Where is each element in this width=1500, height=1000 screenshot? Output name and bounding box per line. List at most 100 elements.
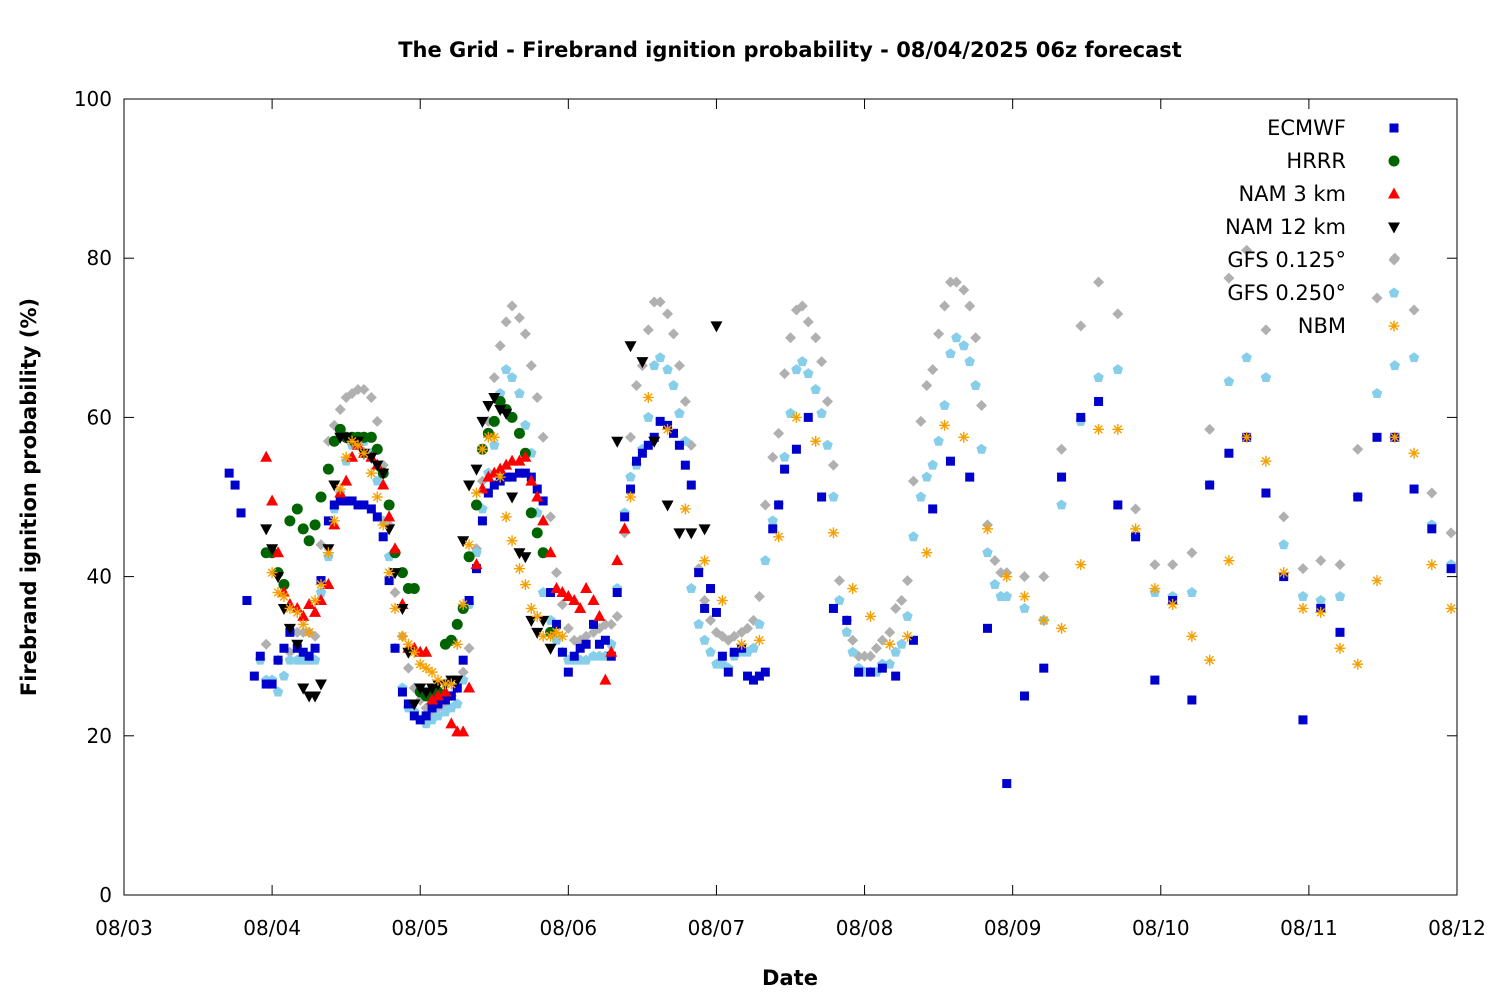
data-point-ecmwf bbox=[928, 504, 938, 514]
data-point-ecmwf bbox=[620, 512, 630, 522]
data-point-nbm bbox=[334, 483, 346, 495]
data-point-ecmwf bbox=[1353, 492, 1363, 502]
data-point-ecmwf bbox=[372, 512, 382, 522]
data-point-gfs-0-125 bbox=[796, 300, 808, 312]
data-point-gfs-0-125 bbox=[742, 622, 754, 634]
data-point-gfs-0-125 bbox=[964, 300, 976, 312]
data-point-nbm bbox=[315, 579, 327, 591]
data-point-nam-3-km bbox=[470, 558, 483, 570]
data-point-ecmwf bbox=[803, 412, 813, 422]
data-point-nbm bbox=[396, 630, 408, 642]
legend-label: GFS 0.250° bbox=[1227, 281, 1346, 305]
data-point-nam-3-km bbox=[272, 546, 285, 558]
data-point-nbm bbox=[847, 583, 859, 595]
data-point-gfs-0-125 bbox=[463, 642, 475, 654]
data-point-nbm bbox=[1352, 658, 1364, 670]
data-point-gfs-0-125 bbox=[457, 666, 469, 678]
data-point-gfs-0-125 bbox=[864, 650, 876, 662]
data-point-gfs-0-250 bbox=[933, 435, 944, 446]
data-point-gfs-0-125 bbox=[1426, 487, 1438, 499]
data-point-gfs-0-250 bbox=[847, 646, 858, 657]
data-point-gfs-0-125 bbox=[1278, 511, 1290, 523]
data-point-gfs-0-125 bbox=[1130, 503, 1142, 515]
data-point-nam-12-km bbox=[710, 321, 723, 333]
data-point-gfs-0-125 bbox=[970, 332, 982, 344]
data-point-gfs-0-125 bbox=[896, 594, 908, 606]
data-point-gfs-0-250 bbox=[841, 626, 853, 637]
data-point-gfs-0-250 bbox=[896, 638, 907, 649]
data-point-hrrr bbox=[365, 431, 377, 443]
data-point-nbm bbox=[494, 471, 506, 483]
data-point-gfs-0-125 bbox=[519, 328, 531, 340]
data-point-hrrr bbox=[284, 515, 296, 527]
data-point-nam-3-km bbox=[457, 725, 470, 737]
data-point-nam-12-km bbox=[673, 528, 686, 540]
data-point-gfs-0-250 bbox=[272, 686, 284, 697]
data-point-gfs-0-125 bbox=[531, 392, 543, 403]
data-point-gfs-0-250 bbox=[976, 443, 987, 454]
data-point-hrrr bbox=[371, 443, 383, 455]
data-point-gfs-0-125 bbox=[1075, 320, 1087, 332]
data-point-gfs-0-125 bbox=[562, 622, 574, 634]
data-point-gfs-0-250 bbox=[662, 364, 673, 375]
data-point-gfs-0-125 bbox=[995, 567, 1007, 579]
data-point-ecmwf bbox=[700, 603, 710, 613]
data-point-nbm bbox=[827, 527, 839, 539]
data-point-hrrr bbox=[488, 415, 500, 427]
data-point-nam-3-km bbox=[500, 458, 513, 470]
data-point-gfs-0-250 bbox=[537, 587, 549, 597]
data-point-ecmwf bbox=[877, 663, 887, 673]
data-point-ecmwf bbox=[1131, 532, 1141, 542]
data-point-nam-3-km bbox=[463, 681, 476, 693]
data-point-gfs-0-250 bbox=[760, 555, 771, 566]
data-point-hrrr bbox=[334, 423, 346, 435]
data-point-gfs-0-125 bbox=[654, 296, 666, 308]
data-point-ecmwf bbox=[711, 607, 721, 617]
data-point-nam-12-km bbox=[500, 408, 513, 420]
data-point-ecmwf bbox=[760, 667, 770, 677]
data-point-gfs-0-250 bbox=[1389, 360, 1401, 371]
data-point-gfs-0-250 bbox=[693, 618, 704, 629]
data-point-gfs-0-125 bbox=[767, 451, 779, 463]
data-point-nam-3-km bbox=[537, 514, 550, 526]
data-point-hrrr bbox=[278, 579, 290, 591]
data-point-nam-12-km bbox=[314, 679, 327, 691]
data-point-nam-3-km bbox=[482, 470, 495, 482]
data-point-gfs-0-125 bbox=[642, 324, 654, 336]
data-point-gfs-0-125 bbox=[833, 575, 845, 587]
data-point-nbm bbox=[328, 515, 340, 527]
data-point-nam-3-km bbox=[550, 582, 563, 594]
data-point-ecmwf bbox=[446, 691, 456, 701]
data-point-gfs-0-125 bbox=[537, 431, 549, 443]
data-point-nam-12-km bbox=[470, 464, 483, 476]
data-point-hrrr bbox=[309, 519, 321, 531]
data-point-nbm bbox=[1112, 423, 1124, 435]
data-point-gfs-0-250 bbox=[964, 356, 975, 367]
data-point-gfs-0-250 bbox=[649, 360, 660, 371]
data-point-gfs-0-250 bbox=[643, 411, 654, 422]
data-point-gfs-0-250 bbox=[551, 634, 562, 645]
data-point-ecmwf bbox=[945, 456, 955, 466]
legend-label: GFS 0.125° bbox=[1227, 248, 1346, 272]
legend-marker bbox=[1388, 222, 1400, 234]
data-point-nbm bbox=[1056, 622, 1068, 634]
data-point-nam-12-km bbox=[277, 603, 290, 615]
data-point-nbm bbox=[958, 431, 970, 443]
data-point-gfs-0-250 bbox=[699, 634, 710, 645]
data-point-gfs-0-125 bbox=[1334, 559, 1346, 571]
data-point-nbm bbox=[736, 638, 748, 650]
data-point-ecmwf bbox=[341, 496, 351, 506]
data-point-ecmwf bbox=[551, 619, 561, 629]
data-point-nbm bbox=[408, 646, 420, 658]
data-point-nbm bbox=[371, 491, 383, 503]
data-point-ecmwf bbox=[612, 588, 622, 598]
series-ecmwf bbox=[224, 396, 1456, 789]
data-point-gfs-0-250 bbox=[779, 451, 790, 462]
data-point-nam-3-km bbox=[260, 450, 273, 462]
data-point-nbm bbox=[303, 626, 315, 638]
data-point-nam-12-km bbox=[297, 683, 310, 695]
data-point-nbm bbox=[1445, 602, 1457, 614]
data-point-nam-12-km bbox=[371, 460, 384, 472]
data-point-nbm bbox=[556, 630, 568, 642]
data-point-gfs-0-250 bbox=[754, 618, 765, 629]
